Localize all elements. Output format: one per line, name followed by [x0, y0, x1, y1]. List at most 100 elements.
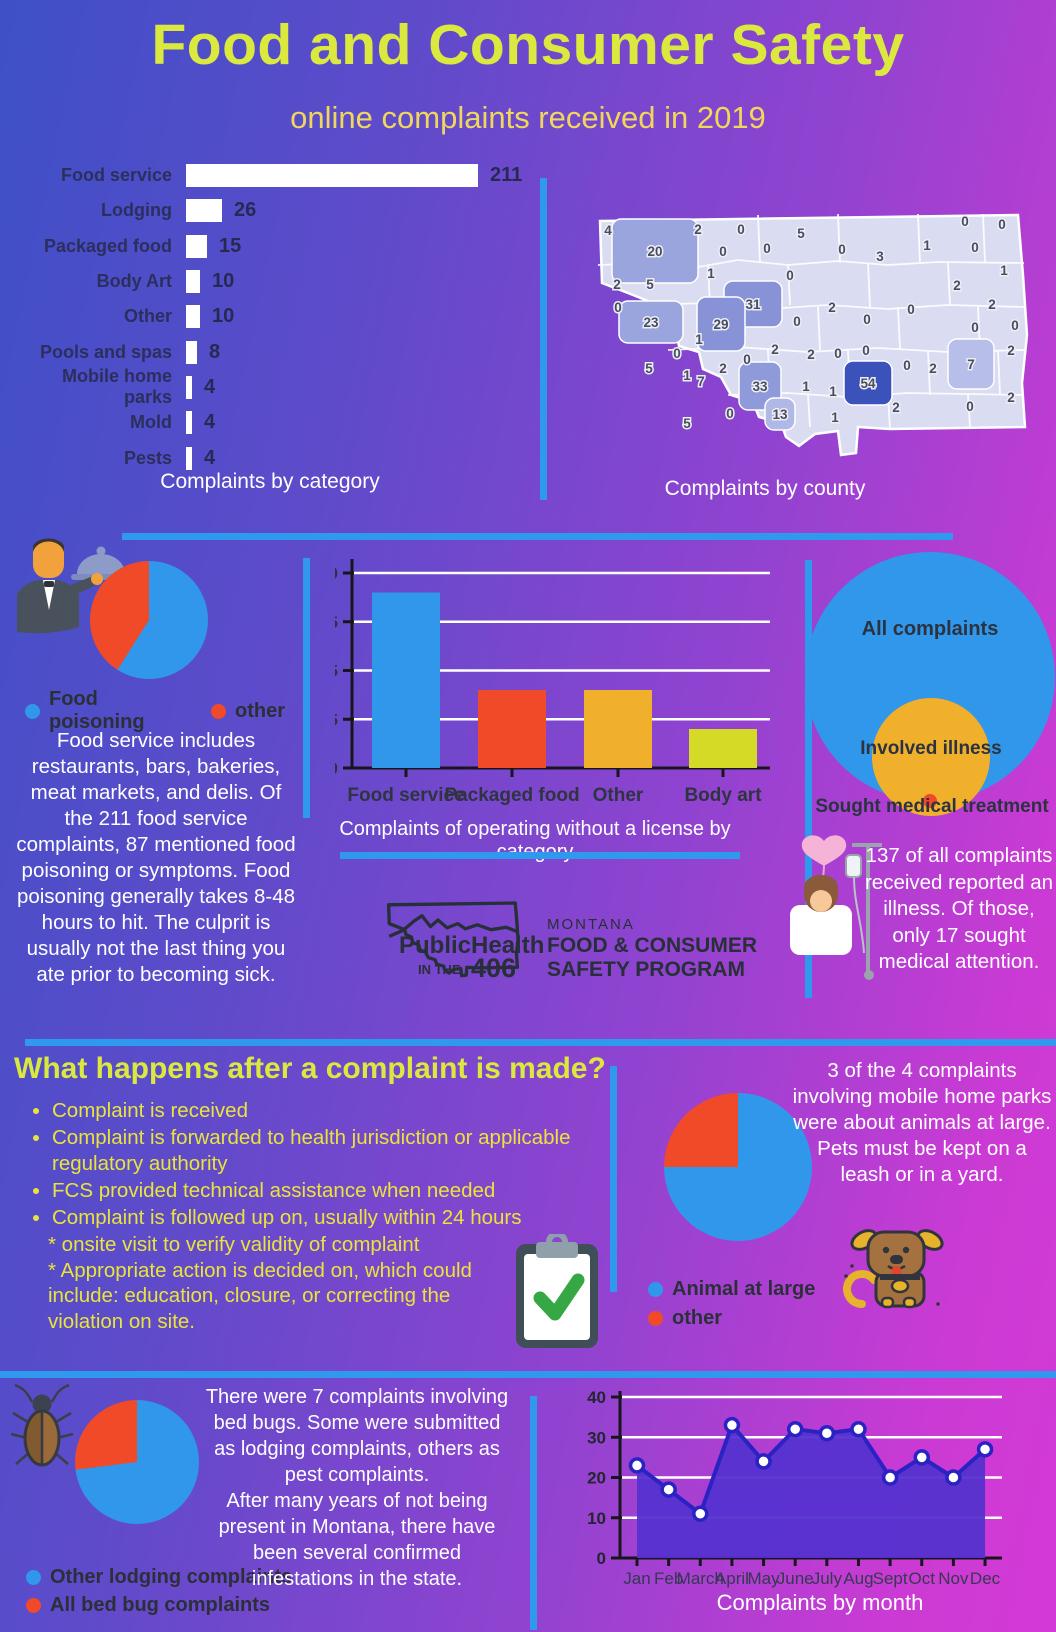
y-tick-label: 7.5 — [335, 613, 338, 632]
county-highlight — [611, 218, 699, 284]
county-number: 0 — [903, 358, 911, 373]
venn-label-all: All complaints — [861, 618, 999, 640]
bed-bug-legend: Other lodging complaints All bed bug comp… — [26, 1566, 292, 1617]
legend-item: All bed bug complaints — [26, 1594, 292, 1617]
county-number: 2 — [807, 347, 815, 362]
county-number: 0 — [673, 346, 681, 361]
y-tick-label: 10 — [587, 1509, 606, 1528]
category-bar — [186, 270, 200, 294]
y-tick-label: 2.5 — [335, 710, 338, 729]
county-number: 1 — [802, 379, 810, 394]
county-number: 0 — [862, 343, 870, 358]
x-tick-label: July — [812, 1569, 843, 1588]
bottom-divider — [0, 1371, 1056, 1378]
county-map-caption: Complaints by county — [664, 477, 866, 500]
county-number: 0 — [763, 241, 771, 256]
county-highlight — [618, 300, 684, 344]
county-number: 0 — [719, 244, 727, 259]
x-tick-label: June — [777, 1569, 814, 1588]
county-number: 7 — [697, 374, 705, 389]
category-bar-chart: Food service 211 Lodging 26 Packaged food 15 B… — [20, 158, 550, 476]
county-number: 0 — [793, 314, 801, 329]
category-bar — [186, 340, 197, 364]
logo-406: 406 — [471, 953, 517, 983]
license-bar — [478, 690, 546, 768]
category-row: Other 10 — [20, 299, 550, 334]
logo-safety-program: SAFETY PROGRAM — [547, 958, 745, 981]
legend-label: other — [672, 1307, 722, 1329]
y-tick-label: 30 — [587, 1428, 606, 1447]
public-health-logo: PublicHealth IN THE 406 MONTANA FOOD & C… — [385, 896, 757, 998]
process-bullet: Complaint is forwarded to health jurisdi… — [52, 1125, 600, 1177]
legend-item: Food poisoning — [25, 688, 191, 734]
legend-item: other — [211, 688, 285, 734]
county-number: 3 — [876, 249, 884, 264]
logo-montana: MONTANA — [547, 916, 635, 933]
county-number: 2 — [613, 277, 621, 292]
bed-bug-text-1: There were 7 complaints involving bed bu… — [205, 1386, 509, 1486]
category-value: 211 — [490, 164, 523, 187]
top-separator-bar — [540, 178, 547, 500]
county-number: 2 — [929, 361, 937, 376]
category-label: Food service — [60, 165, 172, 186]
category-label: Mold — [130, 412, 172, 433]
county-number: 5 — [683, 416, 691, 431]
county-number: 54 — [860, 376, 876, 391]
county-number: 0 — [971, 320, 979, 335]
data-point — [945, 1469, 962, 1486]
category-chart-caption: Complaints by category — [160, 470, 380, 493]
bed-bug-pie — [75, 1400, 199, 1524]
month-chart-caption: Complaints by month — [716, 1590, 924, 1615]
category-bar — [186, 305, 200, 329]
data-point — [755, 1453, 772, 1470]
logo-in-the: IN THE — [418, 962, 461, 977]
montana-logo-outline — [386, 901, 520, 978]
category-label: Pools and spas — [39, 341, 172, 362]
process-bullet: Complaint is received — [52, 1098, 600, 1124]
illness-text: 137 of all complaints received reported … — [864, 844, 1054, 973]
category-value: 10 — [212, 305, 235, 328]
county-number: 0 — [726, 406, 734, 421]
y-tick-label: 20 — [587, 1469, 606, 1488]
section-divider — [122, 533, 953, 540]
venn-label-medical: Sought medical treatment — [815, 796, 1049, 817]
dog-icon — [843, 1229, 944, 1309]
category-row: Body Art 10 — [20, 264, 550, 299]
county-number: 0 — [961, 214, 969, 229]
county-highlight — [843, 360, 893, 406]
category-value: 4 — [204, 446, 216, 469]
category-bar — [186, 199, 222, 223]
legend-label: Food poisoning — [49, 688, 145, 733]
category-bar — [186, 375, 192, 399]
license-bar — [372, 592, 440, 768]
county-number: 1 — [683, 368, 691, 383]
county-number: 0 — [786, 268, 794, 283]
category-value: 15 — [219, 234, 242, 257]
legend-dot — [25, 703, 40, 719]
y-tick-label: 10 — [335, 564, 338, 583]
county-number: 20 — [647, 244, 662, 259]
county-number: 0 — [998, 217, 1006, 232]
food-service-text: Food service includes restaurants, bars,… — [16, 729, 296, 986]
logo-name: PublicHealth — [399, 932, 545, 959]
county-highlight — [696, 296, 746, 352]
legend-dot — [26, 1570, 41, 1585]
patient-in-bed-illustration — [790, 835, 882, 980]
county-number: 5 — [645, 361, 653, 376]
county-number: 2 — [1007, 343, 1015, 358]
category-value: 10 — [212, 270, 235, 293]
county-number: 0 — [737, 222, 745, 237]
county-number: 31 — [745, 297, 761, 312]
process-bullet: FCS provided technical assistance when n… — [52, 1178, 600, 1204]
county-number: 4 — [604, 223, 612, 238]
category-row: Pests 4 — [20, 440, 550, 475]
data-point — [881, 1469, 899, 1486]
food-poisoning-pie — [90, 561, 208, 679]
county-number: 0 — [1011, 318, 1019, 333]
x-tick-label: Packaged food — [444, 785, 579, 806]
license-caption-underline — [340, 852, 740, 859]
county-number: 2 — [1007, 390, 1015, 405]
